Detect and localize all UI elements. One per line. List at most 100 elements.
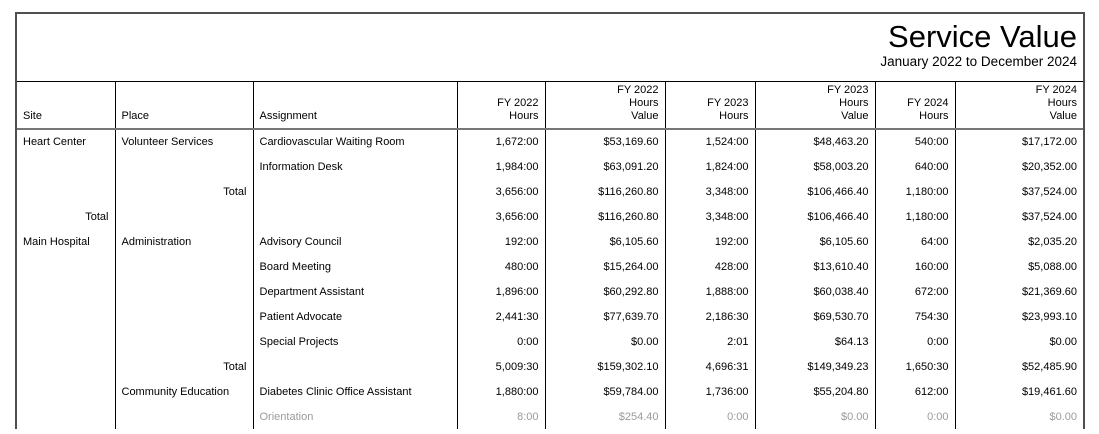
cell-fy2022-hours: 2,441:30 [456, 304, 545, 329]
table-row-detail: Orientation 8:00 $254.40 0:00 $0.00 0:00 $0.00 [17, 404, 1083, 429]
cell-fy2022-value: $159,302.10 [544, 354, 665, 379]
cell-fy2022-hours: 0:00 [456, 329, 545, 354]
cell-fy2024-value: $17,172.00 [954, 129, 1083, 154]
cell-fy2022-value: $63,091.20 [544, 154, 665, 179]
cell-fy2023-value: $0.00 [754, 404, 875, 429]
cell-place [114, 204, 253, 229]
table-row-detail: Board Meeting 480:00 $15,264.00 428:00 $13,6… [17, 254, 1083, 279]
cell-fy2023-value: $149,349.23 [754, 354, 875, 379]
cell-fy2024-hours: 64:00 [874, 229, 955, 254]
cell-fy2024-hours: 1,650:30 [874, 354, 955, 379]
cell-fy2024-hours: 160:00 [874, 254, 955, 279]
column-header-fy2023-hours: FY 2023 Hours [664, 82, 755, 130]
cell-fy2022-hours: 3,656:00 [456, 179, 545, 204]
cell-site [17, 254, 115, 279]
cell-assignment: Department Assistant [252, 279, 457, 304]
cell-fy2024-value: $19,461.60 [954, 379, 1083, 404]
cell-place [114, 154, 253, 179]
cell-fy2024-hours: 0:00 [874, 404, 955, 429]
cell-place: Community Education [114, 379, 253, 404]
cell-fy2022-value: $0.00 [544, 329, 665, 354]
cell-place: Total [114, 179, 253, 204]
cell-fy2022-value: $53,169.60 [544, 129, 665, 154]
column-header-fy2024-value: FY 2024 Hours Value [954, 82, 1083, 130]
cell-fy2022-hours: 8:00 [456, 404, 545, 429]
cell-fy2023-value: $60,038.40 [754, 279, 875, 304]
cell-fy2023-value: $69,530.70 [754, 304, 875, 329]
cell-place [114, 404, 253, 429]
cell-assignment [252, 354, 457, 379]
cell-fy2024-hours: 754:30 [874, 304, 955, 329]
column-header-place: Place [114, 82, 253, 130]
cell-fy2022-value: $59,784.00 [544, 379, 665, 404]
cell-assignment: Cardiovascular Waiting Room [252, 129, 457, 154]
cell-fy2024-hours: 672:00 [874, 279, 955, 304]
cell-fy2023-value: $6,105.60 [754, 229, 875, 254]
cell-fy2023-hours: 4,696:31 [664, 354, 755, 379]
service-value-report: Service Value January 2022 to December 2… [15, 12, 1085, 429]
cell-fy2022-hours: 1,984:00 [456, 154, 545, 179]
cell-fy2024-value: $2,035.20 [954, 229, 1083, 254]
table-row-detail: Patient Advocate 2,441:30 $77,639.70 2,186:… [17, 304, 1083, 329]
cell-fy2023-value: $106,466.40 [754, 204, 875, 229]
cell-assignment: Information Desk [252, 154, 457, 179]
cell-fy2023-hours: 1,888:00 [664, 279, 755, 304]
column-header-fy2024-hours: FY 2024 Hours [874, 82, 955, 130]
cell-site [17, 154, 115, 179]
cell-fy2023-hours: 428:00 [664, 254, 755, 279]
cell-fy2023-hours: 1,524:00 [664, 129, 755, 154]
cell-fy2023-hours: 1,824:00 [664, 154, 755, 179]
cell-fy2023-value: $58,003.20 [754, 154, 875, 179]
cell-place [114, 254, 253, 279]
cell-fy2024-hours: 0:00 [874, 329, 955, 354]
cell-site [17, 354, 115, 379]
cell-fy2023-value: $64.13 [754, 329, 875, 354]
table-row-place-total: Total 5,009:30 $159,302.10 4,696:31 $149,349… [17, 354, 1083, 379]
report-title-block: Service Value January 2022 to December 2… [17, 14, 1083, 82]
cell-fy2023-value: $106,466.40 [754, 179, 875, 204]
cell-site [17, 329, 115, 354]
cell-assignment: Orientation [252, 404, 457, 429]
cell-site [17, 404, 115, 429]
cell-site: Main Hospital [23, 235, 90, 248]
cell-site: Heart Center [23, 136, 86, 148]
cell-site [17, 304, 115, 329]
cell-fy2024-value: $37,524.00 [954, 179, 1083, 204]
cell-fy2023-value: $13,610.40 [754, 254, 875, 279]
cell-fy2022-value: $15,264.00 [544, 254, 665, 279]
cell-fy2022-hours: 3,656:00 [456, 204, 545, 229]
cell-fy2024-hours: 1,180:00 [874, 179, 955, 204]
cell-site [17, 279, 115, 304]
table-row-detail: Heart Center Volunteer Services Cardiovasc… [17, 129, 1083, 154]
cell-place: Administration [114, 229, 253, 254]
cell-fy2024-value: $37,524.00 [954, 204, 1083, 229]
column-header-site: Site [17, 82, 115, 130]
column-header-fy2022-value: FY 2022 Hours Value [544, 82, 665, 130]
table-row-place-total: Total 3,656:00 $116,260.80 3,348:00 $106,466… [17, 179, 1083, 204]
cell-assignment [252, 179, 457, 204]
cell-site [17, 379, 115, 404]
cell-fy2023-hours: 2:01 [664, 329, 755, 354]
table-body: Heart Center Volunteer Services Cardiovasc… [17, 129, 1083, 429]
cell-fy2022-hours: 5,009:30 [456, 354, 545, 379]
cell-site: Total [85, 210, 109, 223]
header-row: Site Place Assignment FY 2022 Hours FY 2022 … [17, 82, 1083, 130]
table-row-detail: Special Projects 0:00 $0.00 2:01 $64.13 0:00 $… [17, 329, 1083, 354]
cell-fy2022-hours: 192:00 [456, 229, 545, 254]
cell-fy2024-value: $21,369.60 [954, 279, 1083, 304]
cell-fy2024-value: $0.00 [954, 404, 1083, 429]
cell-fy2024-value: $52,485.90 [954, 354, 1083, 379]
cell-assignment: Diabetes Clinic Office Assistant [252, 379, 457, 404]
cell-fy2022-hours: 1,880:00 [456, 379, 545, 404]
cell-fy2023-hours: 192:00 [664, 229, 755, 254]
cell-place: Volunteer Services [114, 129, 253, 154]
cell-place: Total [114, 354, 253, 379]
cell-assignment: Board Meeting [252, 254, 457, 279]
column-header-fy2022-hours: FY 2022 Hours [456, 82, 545, 130]
cell-fy2024-value: $5,088.00 [954, 254, 1083, 279]
cell-fy2022-value: $77,639.70 [544, 304, 665, 329]
cell-place [114, 279, 253, 304]
cell-place [114, 304, 253, 329]
cell-assignment [252, 204, 457, 229]
cell-fy2022-hours: 1,896:00 [456, 279, 545, 304]
